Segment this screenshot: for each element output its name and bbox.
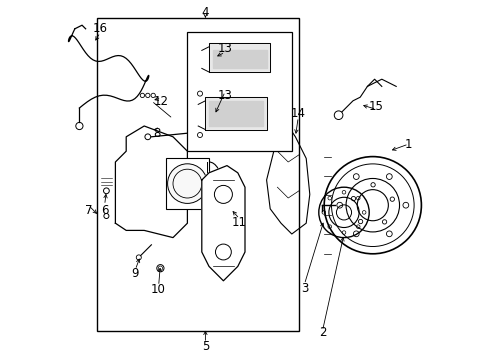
- Polygon shape: [116, 126, 187, 238]
- Text: 13: 13: [218, 42, 233, 55]
- Polygon shape: [209, 101, 263, 126]
- Text: 6: 6: [101, 204, 108, 217]
- Polygon shape: [209, 43, 270, 72]
- Polygon shape: [205, 97, 267, 130]
- Text: 5: 5: [202, 340, 209, 353]
- Circle shape: [334, 111, 343, 120]
- Polygon shape: [213, 50, 267, 68]
- Text: 2: 2: [318, 327, 326, 339]
- Text: 4: 4: [202, 6, 209, 19]
- Text: 13: 13: [218, 89, 233, 102]
- Bar: [187, 32, 292, 151]
- Text: 1: 1: [405, 138, 413, 150]
- Text: 10: 10: [151, 283, 166, 296]
- Bar: [166, 158, 209, 209]
- Text: 9: 9: [131, 267, 139, 280]
- Circle shape: [145, 134, 151, 140]
- Polygon shape: [202, 166, 245, 281]
- Text: 11: 11: [232, 216, 247, 229]
- Text: 8: 8: [153, 127, 161, 140]
- Circle shape: [168, 164, 207, 203]
- Text: 7: 7: [85, 204, 92, 217]
- Text: 12: 12: [154, 95, 169, 108]
- Bar: [98, 18, 299, 331]
- Text: 14: 14: [291, 107, 306, 120]
- Text: 3: 3: [301, 282, 308, 294]
- Text: 15: 15: [369, 100, 384, 113]
- Text: 16: 16: [93, 22, 108, 35]
